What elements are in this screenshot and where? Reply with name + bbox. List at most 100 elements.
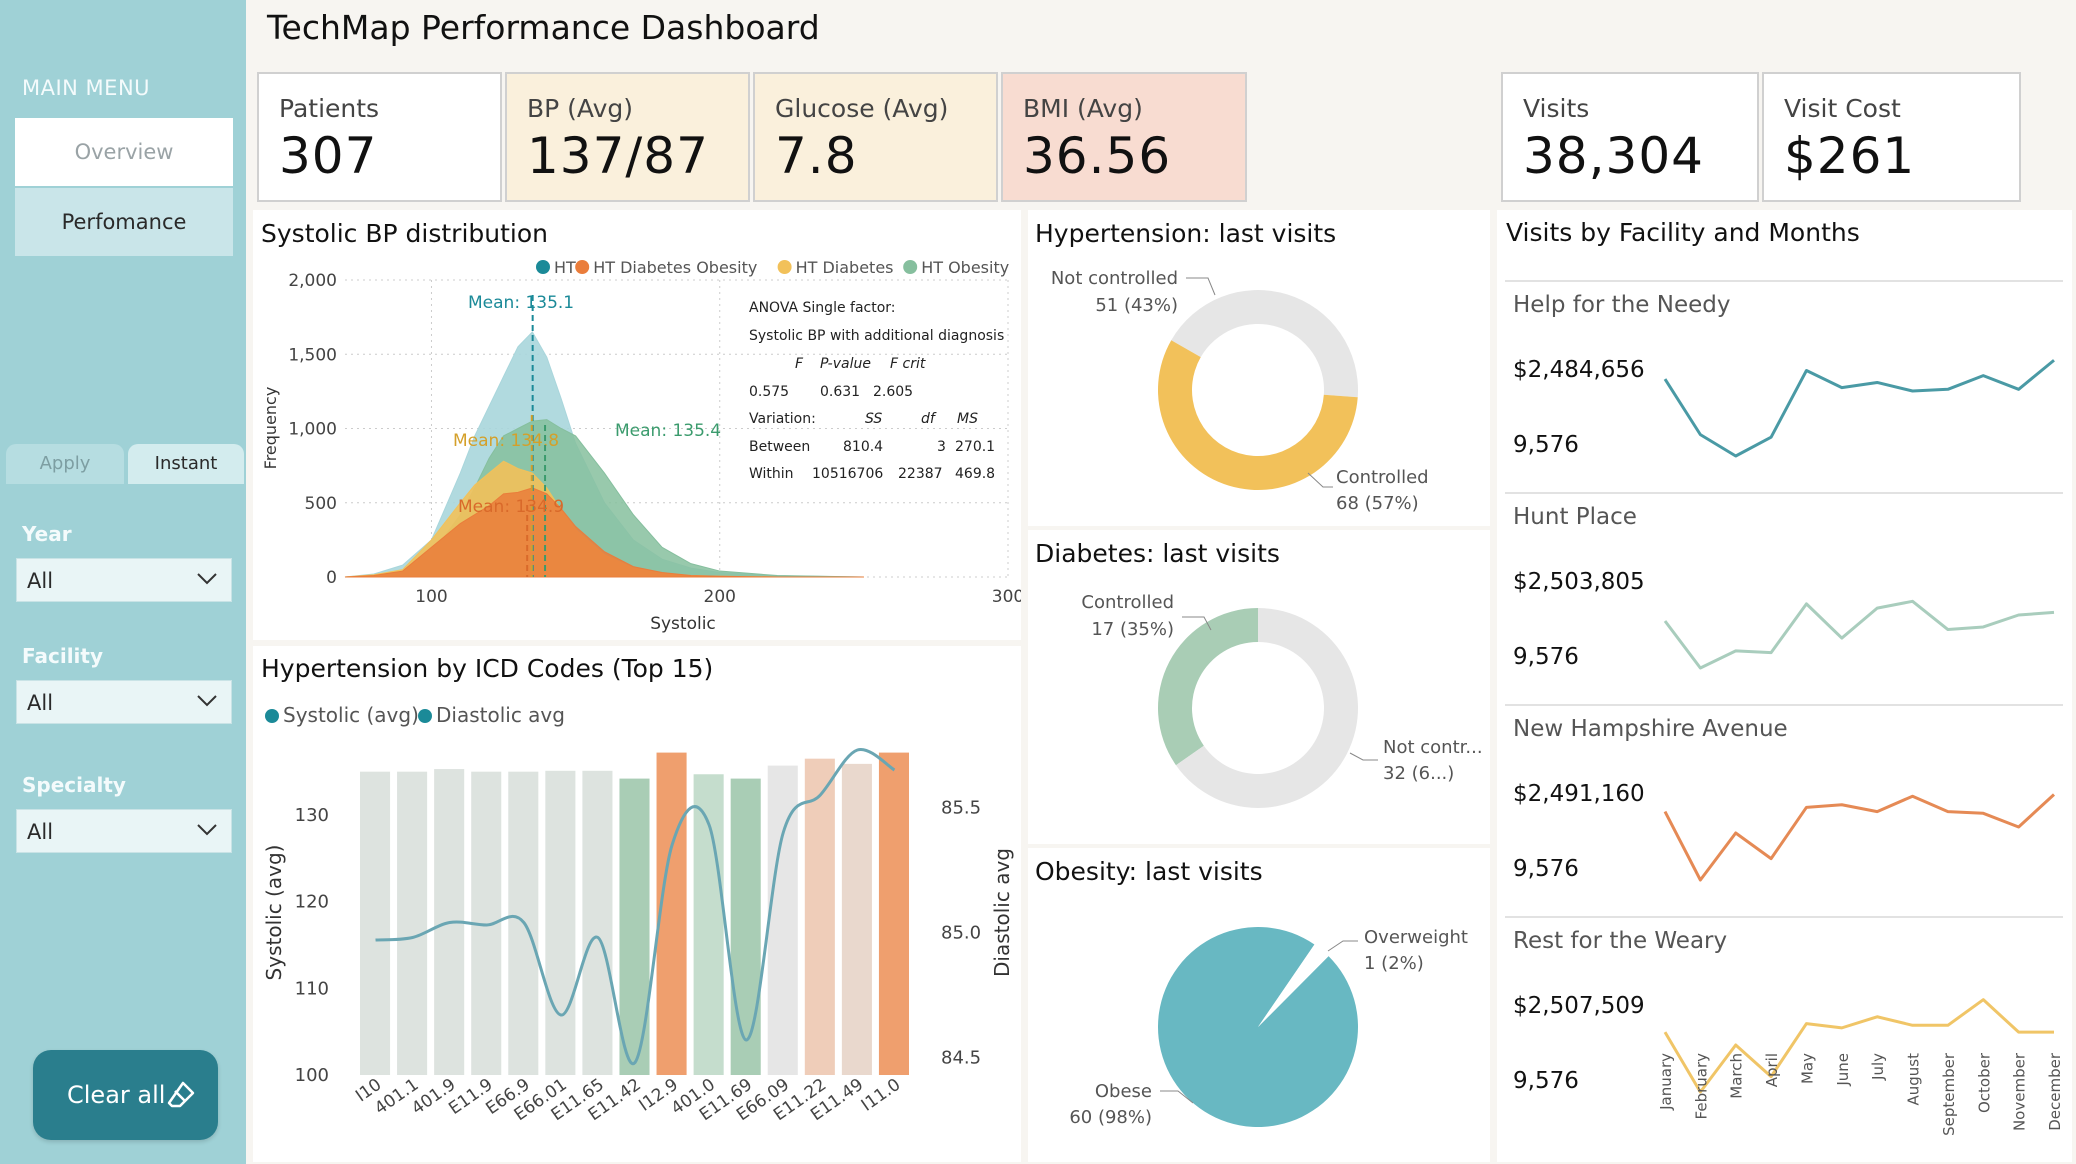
anova-between: 810.4 <box>843 439 883 455</box>
kpi-label: Visits <box>1523 94 1590 123</box>
mean-label: Mean: 135.1 <box>468 293 574 313</box>
legend-label: HT Diabetes <box>796 258 894 277</box>
slice-label-value: 1 (2%) <box>1364 953 1424 974</box>
bar <box>804 758 835 1075</box>
legend-label: Systolic (avg) <box>283 703 419 727</box>
donut-slice <box>1158 608 1258 766</box>
legend-marker <box>418 709 432 723</box>
kpi-value: 36.56 <box>1023 127 1172 185</box>
leader-line <box>1349 752 1378 761</box>
anova-title: ANOVA Single factor: <box>749 300 896 316</box>
anova-value: 2.605 <box>873 384 913 400</box>
facility-sparkline <box>1663 359 2055 458</box>
mean-label: Mean: 134.9 <box>458 497 564 517</box>
tab-instant[interactable]: Instant <box>128 444 244 484</box>
systolic-distribution-chart: HT HT Diabetes Obesity HT Diabetes HT Obesi… <box>261 258 1021 634</box>
anova-subtitle: Systolic BP with additional diagnosis <box>749 328 1004 344</box>
facility-max-label: $2,491,160 <box>1513 781 1645 807</box>
legend-marker <box>265 709 279 723</box>
legend-marker <box>536 260 550 274</box>
month-label: January <box>1657 1053 1675 1111</box>
anova-between: 3 <box>937 439 946 455</box>
specialty-select-value: All <box>27 820 54 844</box>
anova-header: F crit <box>890 356 926 372</box>
bar <box>841 763 872 1075</box>
donut-slice <box>1171 290 1358 398</box>
specialty-filter-label: Specialty <box>22 773 126 797</box>
nav-performance-button[interactable]: Perfomance <box>15 188 233 256</box>
kpi-patients-card: Patients 307 <box>257 72 502 202</box>
diastolic-line <box>375 748 896 1066</box>
facility-name: Rest for the Weary <box>1513 928 1727 954</box>
y-right-tick: 85.0 <box>941 923 981 944</box>
leader-line <box>1307 472 1333 488</box>
title-bar <box>246 0 2076 60</box>
donut-slice <box>1175 608 1358 808</box>
slice-label-value: 68 (57%) <box>1336 493 1419 514</box>
facility-select[interactable]: All <box>16 680 232 724</box>
bar <box>878 752 909 1075</box>
anova-within: 469.8 <box>955 466 995 482</box>
legend-marker <box>777 260 792 274</box>
legend-label: Diastolic avg <box>436 703 565 727</box>
kpi-value: 137/87 <box>527 127 709 185</box>
y-tick-label: 2,000 <box>288 271 337 291</box>
pie-slice <box>1157 927 1358 1127</box>
anova-within: 22387 <box>898 466 943 482</box>
obesity-pie-title: Obesity: last visits <box>1035 857 1263 886</box>
x-axis-title: Systolic <box>650 614 716 634</box>
icd-codes-chart: Systolic (avg) Diastolic avg 130 120 110 100 8… <box>262 703 1014 1125</box>
y-left-tick: 100 <box>295 1065 329 1086</box>
y-tick-label: 0 <box>326 568 337 588</box>
bar <box>693 774 724 1075</box>
kpi-label: Visit Cost <box>1784 94 1901 123</box>
y-left-tick: 120 <box>295 892 329 913</box>
month-label: August <box>1905 1053 1923 1106</box>
facility-min-label: 9,576 <box>1513 644 1579 670</box>
month-label: April <box>1763 1053 1781 1087</box>
year-select[interactable]: All <box>16 558 232 602</box>
month-label: December <box>2046 1052 2064 1131</box>
kpi-label: BMI (Avg) <box>1023 94 1143 123</box>
nav-overview-button[interactable]: Overview <box>15 118 233 186</box>
month-label: October <box>1975 1052 1993 1113</box>
leader-line <box>1182 616 1212 631</box>
slice-label-value: 32 (6...) <box>1383 763 1454 784</box>
kpi-label: Glucose (Avg) <box>775 94 949 123</box>
facility-filter-label: Facility <box>22 644 104 668</box>
y-tick-label: 1,500 <box>288 345 337 365</box>
facility-min-label: 9,576 <box>1513 856 1579 882</box>
month-label: July <box>1869 1053 1887 1081</box>
facility-min-label: 9,576 <box>1513 432 1579 458</box>
y-tick-label: 500 <box>305 494 337 514</box>
facility-name: Hunt Place <box>1513 504 1637 530</box>
leader-line <box>1160 1090 1194 1104</box>
facility-max-label: $2,484,656 <box>1513 357 1645 383</box>
month-label: February <box>1692 1053 1710 1120</box>
y-left-axis-title: Systolic (avg) <box>262 845 286 981</box>
facility-visits-title: Visits by Facility and Months <box>1506 218 1860 247</box>
chevron-down-icon <box>197 695 217 707</box>
tab-apply[interactable]: Apply <box>6 444 124 484</box>
y-left-tick: 110 <box>295 978 329 999</box>
anova-var-header: MS <box>957 411 978 427</box>
legend-label: HT Diabetes Obesity <box>593 258 757 277</box>
hypertension-donut-title: Hypertension: last visits <box>1035 219 1337 248</box>
mean-label: Mean: 135.4 <box>615 421 721 441</box>
leader-line <box>1186 277 1216 296</box>
anova-value: 0.631 <box>820 384 860 400</box>
anova-within: Within <box>749 466 794 482</box>
specialty-select[interactable]: All <box>16 809 232 853</box>
kpi-value: 307 <box>279 127 378 185</box>
anova-var-header: SS <box>865 411 882 427</box>
chevron-down-icon <box>197 573 217 585</box>
facility-select-value: All <box>27 691 54 715</box>
slice-label-name: Overweight <box>1364 927 1468 948</box>
y-left-tick: 130 <box>295 805 329 826</box>
slice-label-name: Controlled <box>1336 467 1429 488</box>
obesity-pie-chart: Overweight 1 (2%) Obese 60 (98%) <box>1069 927 1468 1128</box>
clear-all-button[interactable]: Clear all <box>33 1050 218 1140</box>
facility-max-label: $2,503,805 <box>1513 569 1645 595</box>
kpi-glucose-card: Glucose (Avg) 7.8 <box>753 72 998 202</box>
eraser-icon <box>167 1081 195 1108</box>
